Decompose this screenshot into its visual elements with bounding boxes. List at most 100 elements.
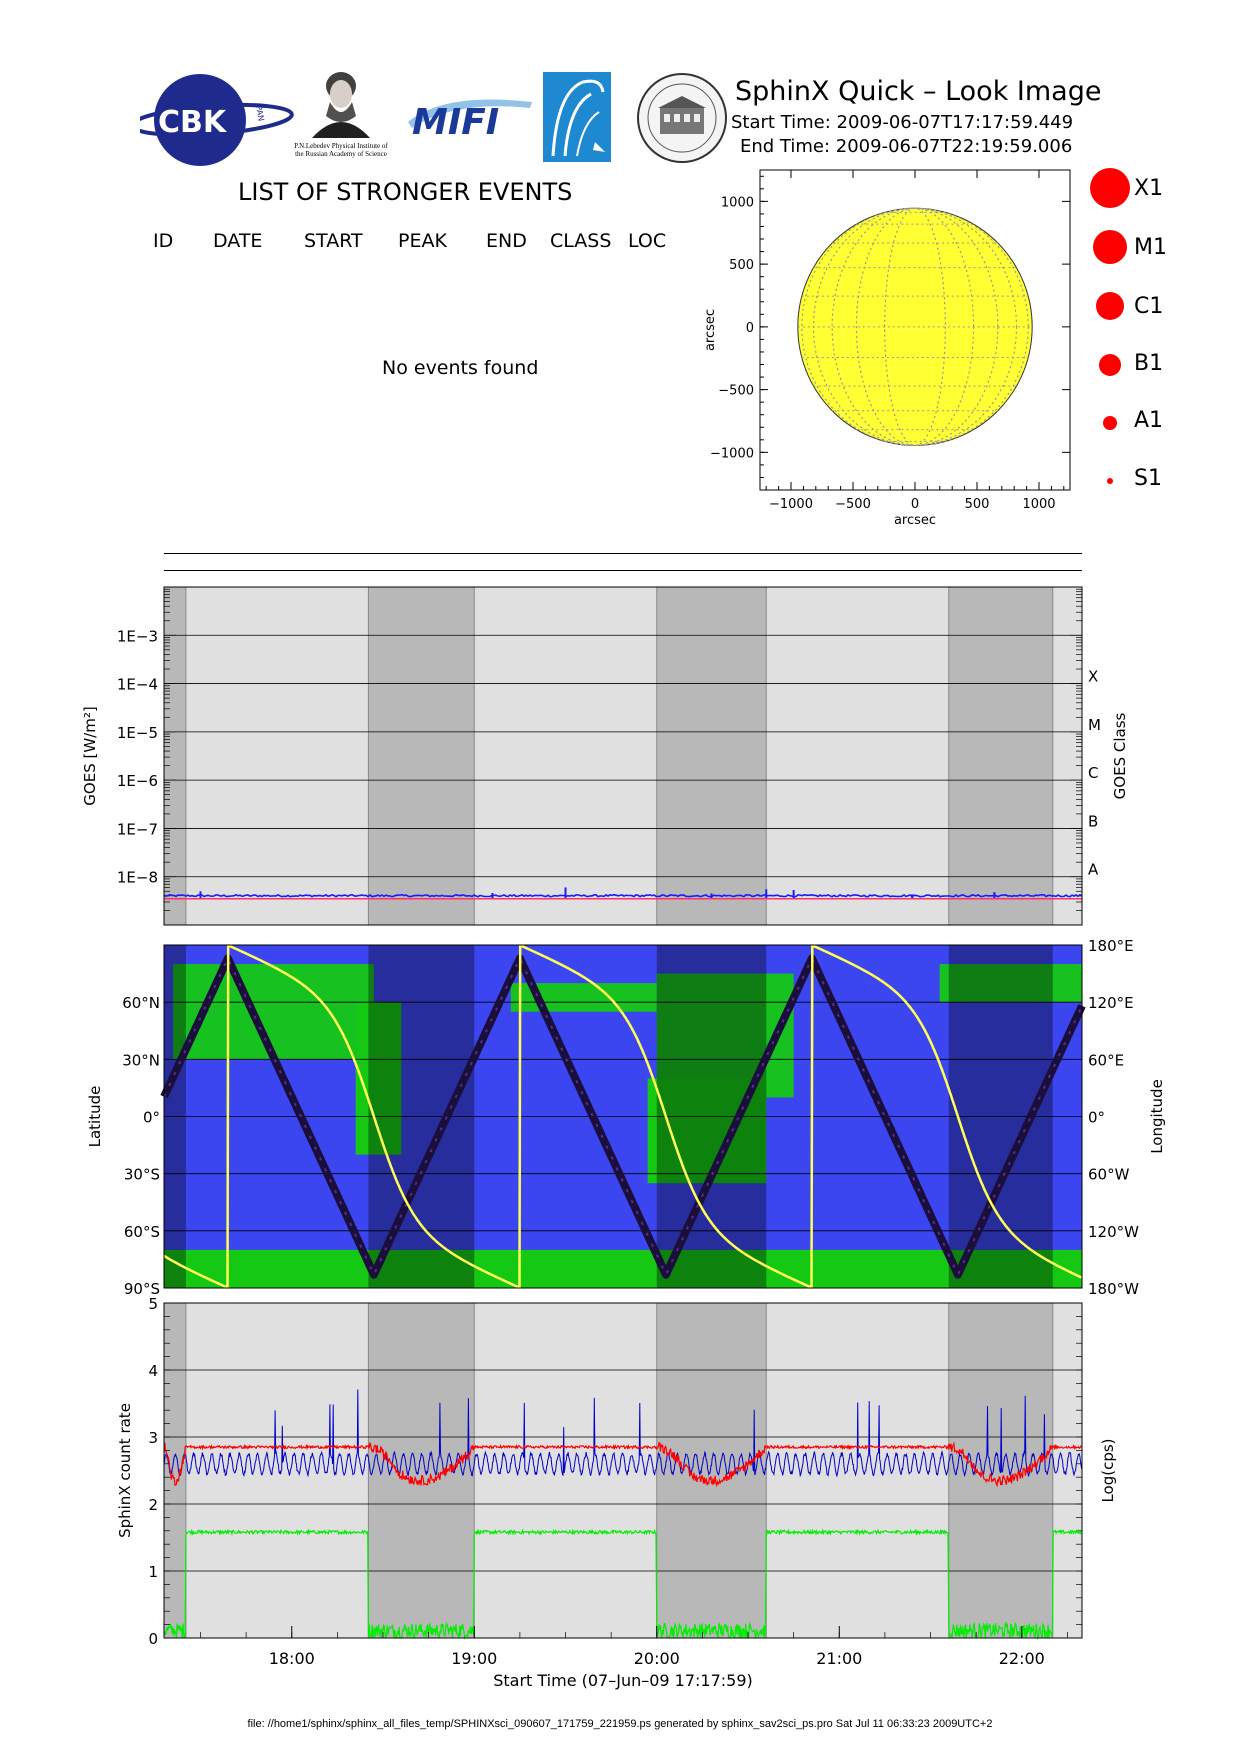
- sphinx-y-tick-label: 5: [148, 1295, 158, 1313]
- goes-right-axis-label: GOES Class: [1111, 712, 1129, 799]
- legend-x1: X1: [1090, 168, 1210, 212]
- sphinx-panel-frame: [163, 1302, 1083, 1639]
- latitude-tick-label: 60°S: [124, 1223, 160, 1241]
- sun-y-tick-label: 500: [729, 258, 754, 273]
- lebedev-logo: P.N.Lebedev Physical Institute of the Ru…: [292, 68, 390, 164]
- legend-m1: M1: [1090, 230, 1210, 274]
- longitude-tick-label: 120°E: [1088, 994, 1134, 1012]
- events-col-end: END: [486, 230, 527, 252]
- sphinx-y-tick-label: 3: [148, 1429, 158, 1447]
- page-title: SphinX Quick – Look Image: [735, 76, 1102, 107]
- goes-y-tick-label: 1E−5: [117, 724, 158, 742]
- mephi-logo: MIFI: [404, 82, 534, 148]
- latitude-tick-label: 30°S: [124, 1166, 160, 1184]
- sphinx-y-tick-label: 1: [148, 1563, 158, 1581]
- comet-icon: [551, 79, 605, 157]
- goes-y-tick-label: 1E−4: [117, 676, 158, 694]
- goes-panel-background: [164, 587, 1082, 925]
- legend-label-a1: A1: [1134, 408, 1164, 433]
- longitude-tick-label: 60°W: [1088, 1166, 1130, 1184]
- longitude-tick-label: 120°W: [1088, 1223, 1139, 1241]
- ssrl-logo: [543, 72, 611, 162]
- lebedev-caption: P.N.Lebedev Physical Institute of the Ru…: [294, 142, 388, 158]
- legend-dot-m1: [1093, 230, 1127, 264]
- events-col-class: CLASS: [550, 230, 612, 252]
- legend-label-c1: C1: [1134, 294, 1164, 319]
- university-seal-icon: [637, 73, 727, 163]
- longitude-tick-label: 0°: [1088, 1109, 1105, 1127]
- longitude-tick-label: 180°W: [1088, 1280, 1139, 1298]
- legend-b1: B1: [1090, 351, 1210, 398]
- legend-dot-c1: [1096, 292, 1124, 320]
- mephi-logo-text: MIFI: [412, 102, 499, 143]
- legend-dot-b1: [1099, 354, 1121, 376]
- sphinx-x-tick-label: 22:00: [999, 1649, 1045, 1668]
- start-time-label: Start Time: 2009-06-07T17:17:59.449: [731, 112, 1074, 133]
- goes-panel-eclipse-band: [367, 586, 475, 926]
- events-col-date: DATE: [213, 230, 263, 252]
- longitude-tick-label: 60°E: [1088, 1051, 1124, 1069]
- goes-y-tick-label: 1E−6: [117, 772, 158, 790]
- sun-x-tick-label: 0: [911, 497, 919, 512]
- sun-y-tick-label: −500: [718, 384, 754, 399]
- cbk-logo: CBK PAN: [130, 70, 300, 166]
- goes-y-tick-label: 1E−8: [117, 869, 158, 887]
- goes-class-label: B: [1088, 812, 1098, 830]
- legend-c1: C1: [1090, 292, 1210, 336]
- orbit-map-frame: [163, 944, 1083, 1289]
- events-col-start: START: [304, 230, 363, 252]
- sun-y-tick-label: 1000: [721, 195, 754, 210]
- sun-x-tick-label: 1000: [1022, 497, 1055, 512]
- longitude-curve: [163, 943, 1083, 1290]
- solar-disk-plot: −1000 −500 0 500 1000 1000 500 0 −500 −1000 arcsec…: [703, 169, 1071, 528]
- latitude-tick-label: 60°N: [122, 994, 160, 1012]
- goes-panel-eclipse-band: [948, 586, 1054, 926]
- events-col-peak: PEAK: [398, 230, 447, 252]
- sphinx-y-tick-label: 2: [148, 1496, 158, 1514]
- goes-y-tick-label: 1E−7: [117, 820, 158, 838]
- end-time-label: End Time: 2009-06-07T22:19:59.006: [740, 136, 1073, 157]
- goes-class-label: X: [1088, 668, 1098, 686]
- latitude-axis-label: Latitude: [86, 1086, 104, 1148]
- legend-dot-x1: [1090, 168, 1130, 208]
- orbit-track-highlight: [163, 955, 1083, 1278]
- footer-file-info: file: //home1/sphinx/sphinx_all_files_te…: [247, 1718, 993, 1730]
- orbit-map-green-zone: [939, 964, 1082, 1003]
- legend-a1: A1: [1090, 408, 1210, 460]
- sphinx-red-series: [163, 1441, 1082, 1488]
- goes-panel-eclipse-band: [656, 586, 767, 926]
- longitude-tick-label: 180°E: [1088, 937, 1134, 955]
- sphinx-blue-series: [163, 1389, 1083, 1478]
- orbit-map-green-zone: [656, 973, 794, 1098]
- sphinx-y-tick-label: 4: [148, 1362, 158, 1380]
- legend-label-x1: X1: [1134, 176, 1164, 201]
- goes-y-axis-label: GOES [W/m²]: [81, 706, 99, 805]
- sun-x-tick-label: 500: [965, 497, 990, 512]
- time-series-plots: 1E−3 1E−4 1E−5 1E−6 1E−7 1E−8 X M C B A GOES [W/m²]…: [81, 586, 1166, 1690]
- orbit-map-south-zone: [164, 1249, 1082, 1288]
- no-events-message: No events found: [382, 357, 539, 379]
- sphinx-x-tick-label: 20:00: [634, 1649, 680, 1668]
- cbk-logo-graphic: CBK PAN: [130, 74, 294, 166]
- sphinx-panel-background: [164, 1303, 1082, 1638]
- goes-y-tick-label: 1E−3: [117, 627, 158, 645]
- sun-y-tick-label: −1000: [710, 446, 754, 461]
- sphinx-y-tick-label: 0: [148, 1630, 158, 1648]
- sun-x-tick-label: −500: [835, 497, 871, 512]
- sun-x-axis-label: arcsec: [894, 513, 936, 528]
- longitude-axis-label: Longitude: [1148, 1079, 1166, 1154]
- mephi-logo-graphic: MIFI: [408, 99, 532, 143]
- separator-line-bottom: [164, 570, 1082, 571]
- sun-y-tick-label: 0: [746, 321, 754, 336]
- legend-label-s1: S1: [1134, 466, 1162, 491]
- sun-longitude-line: [813, 207, 1017, 446]
- sphinx-green-series: [163, 1528, 1082, 1641]
- sphinx-x-tick-label: 21:00: [816, 1649, 862, 1668]
- sphinx-x-tick-label: 18:00: [269, 1649, 315, 1668]
- cbk-logo-text: CBK: [158, 105, 228, 140]
- goes-panel-frame: [163, 586, 1083, 926]
- sphinx-panel-eclipse-band: [367, 1302, 475, 1639]
- latitude-tick-label: 0°: [143, 1109, 160, 1127]
- separator-line-top: [164, 553, 1082, 554]
- sun-x-tick-label: −1000: [769, 497, 813, 512]
